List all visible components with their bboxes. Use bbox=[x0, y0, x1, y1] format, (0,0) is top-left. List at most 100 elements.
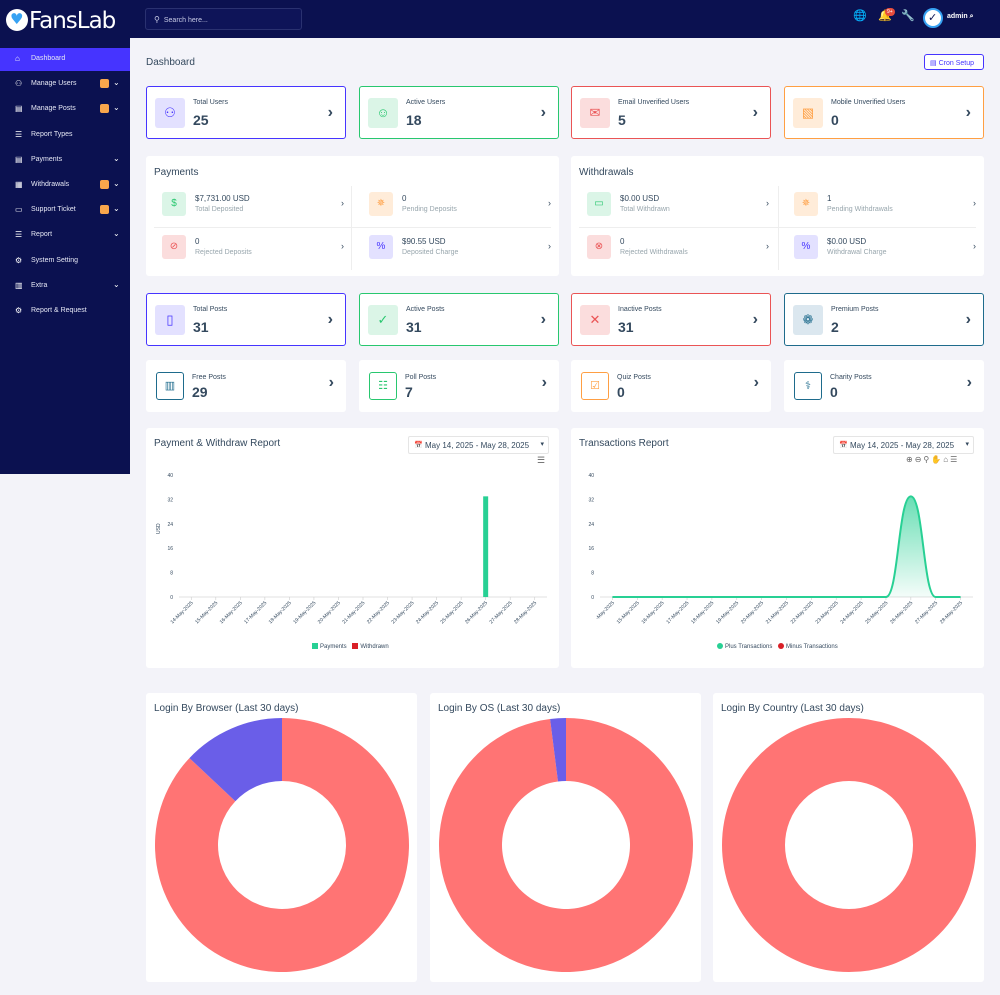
post-stats_small-card[interactable]: ⚕ Charity Posts 0 › bbox=[784, 360, 984, 412]
chevron-right-icon[interactable]: › bbox=[541, 374, 547, 391]
finance-item[interactable]: ✵ 1 Pending Withdrawals › bbox=[786, 186, 982, 228]
chevron-right-icon[interactable]: › bbox=[973, 198, 976, 208]
legend-payments[interactable]: Payments bbox=[320, 644, 347, 650]
post-stats_small-card[interactable]: ☷ Poll Posts 7 › bbox=[359, 360, 559, 412]
chevron-right-icon[interactable]: › bbox=[766, 198, 769, 208]
users-icon: ⚇ bbox=[15, 79, 23, 89]
x-tick-label: 26-May-2025 bbox=[889, 600, 914, 625]
payment-date-range-picker[interactable]: 📅 May 14, 2025 - May 28, 2025 ▾ bbox=[408, 436, 549, 454]
sidebar-item-label: Report Types bbox=[31, 130, 73, 138]
sidebar-item-report-types[interactable]: ☰ Report Types bbox=[0, 124, 130, 147]
donut-slice[interactable] bbox=[438, 718, 693, 972]
chevron-right-icon[interactable]: › bbox=[540, 104, 546, 121]
donut-slice[interactable] bbox=[154, 718, 409, 972]
sidebar-item-extra[interactable]: ▥ Extra ⌄ bbox=[0, 275, 130, 298]
stat-label: Premium Posts bbox=[831, 306, 879, 313]
legend-minus[interactable]: Minus Transactions bbox=[786, 644, 838, 650]
menu-icon[interactable]: ☰ bbox=[537, 455, 546, 465]
sidebar-item-report[interactable]: ☰ Report ⌄ bbox=[0, 224, 130, 247]
bar-payments[interactable] bbox=[483, 496, 489, 597]
user-stats-card[interactable]: ⚇ Total Users 25 › bbox=[146, 86, 346, 139]
chevron-right-icon[interactable]: › bbox=[327, 311, 333, 328]
wrench-icon[interactable]: 🔧 bbox=[901, 10, 915, 22]
finance-item[interactable]: ⊗ 0 Rejected Withdrawals › bbox=[579, 229, 775, 271]
percent-icon: % bbox=[794, 235, 818, 259]
calendar-icon: 📅 bbox=[839, 442, 848, 449]
user-stats-card[interactable]: ☺ Active Users 18 › bbox=[359, 86, 559, 139]
post-stats_small-card[interactable]: ▥ Free Posts 29 › bbox=[146, 360, 346, 412]
legend-withdrawn[interactable]: Withdrawn bbox=[360, 644, 389, 650]
sidebar-item-label: Dashboard bbox=[31, 55, 66, 62]
chevron-right-icon[interactable]: › bbox=[548, 198, 551, 208]
chevron-right-icon[interactable]: › bbox=[328, 374, 334, 391]
sidebar-item-system-setting[interactable]: ⚙ System Setting bbox=[0, 250, 130, 273]
pan-hand-icon[interactable]: ✋ bbox=[931, 455, 944, 464]
donut-slice[interactable] bbox=[189, 718, 282, 802]
finance-item[interactable]: ✵ 0 Pending Deposits › bbox=[361, 186, 557, 228]
line-plus-transactions[interactable] bbox=[612, 495, 961, 598]
cron-label: Cron Setup bbox=[938, 60, 974, 67]
sidebar-item-manage-posts[interactable]: ▤ Manage Posts ⌄ bbox=[0, 98, 130, 121]
menu-icon[interactable]: ☰ bbox=[950, 455, 960, 464]
user-stats-card[interactable]: ✉ Email Unverified Users 5 › bbox=[571, 86, 771, 139]
search-input[interactable]: ⚲ Search here... bbox=[145, 8, 302, 30]
stat-label: Active Users bbox=[406, 99, 446, 106]
x-tick-label: 24-May-2025 bbox=[839, 600, 864, 625]
chevron-right-icon[interactable]: › bbox=[753, 374, 759, 391]
donut-slice[interactable] bbox=[722, 718, 976, 972]
y-tick-label: 8 bbox=[170, 571, 173, 577]
chevron-right-icon[interactable]: › bbox=[752, 104, 758, 121]
finance-item[interactable]: $ $7,731.00 USD Total Deposited › bbox=[154, 186, 350, 228]
donut-slice[interactable] bbox=[550, 718, 566, 782]
post-stats-card[interactable]: ✕ Inactive Posts 31 › bbox=[571, 293, 771, 346]
finance-item[interactable]: % $0.00 USD Withdrawal Charge › bbox=[786, 229, 982, 271]
chevron-right-icon[interactable]: › bbox=[752, 311, 758, 328]
chevron-right-icon[interactable]: › bbox=[973, 241, 976, 251]
cron-setup-button[interactable]: ▤ Cron Setup bbox=[924, 54, 984, 70]
chevron-right-icon[interactable]: › bbox=[965, 311, 971, 328]
post-stats_small-card[interactable]: ☑ Quiz Posts 0 › bbox=[571, 360, 771, 412]
magnify-icon[interactable]: ⚲ bbox=[923, 455, 932, 464]
reset-home-icon[interactable]: ⌂ bbox=[943, 455, 951, 464]
chevron-right-icon[interactable]: › bbox=[548, 241, 551, 251]
cron-icon: ▤ bbox=[930, 60, 937, 67]
check-square-icon: ☑ bbox=[581, 372, 609, 400]
legend-plus[interactable]: Plus Transactions bbox=[725, 644, 773, 650]
finance-item[interactable]: % $90.55 USD Deposited Charge › bbox=[361, 229, 557, 271]
sidebar-item-support-ticket[interactable]: ▭ Support Ticket ⌄ bbox=[0, 199, 130, 222]
x-tick-label: 22-May-2025 bbox=[790, 600, 815, 625]
charity-icon: ⚕ bbox=[794, 372, 822, 400]
post-stats-card[interactable]: ✓ Active Posts 31 › bbox=[359, 293, 559, 346]
chevron-right-icon[interactable]: › bbox=[965, 104, 971, 121]
sidebar-item-dashboard[interactable]: ⌂ Dashboard bbox=[0, 48, 130, 71]
bug-icon: ⚙ bbox=[15, 306, 23, 315]
sidebar-item-manage-users[interactable]: ⚇ Manage Users ⌄ bbox=[0, 73, 130, 96]
user-stats-card[interactable]: ▧ Mobile Unverified Users 0 › bbox=[784, 86, 984, 139]
chevron-right-icon[interactable]: › bbox=[766, 241, 769, 251]
zoom-in-icon[interactable]: ⊕ bbox=[906, 455, 915, 464]
globe-icon[interactable]: 🌐 bbox=[853, 10, 867, 22]
sidebar-item-label: System Setting bbox=[31, 256, 79, 264]
sidebar-item-report-request[interactable]: ⚙ Report & Request bbox=[0, 300, 130, 323]
withdrawals-card: Withdrawals ▭ $0.00 USD Total Withdrawn › ✵ 1… bbox=[571, 156, 984, 276]
post-stats-card[interactable]: ▯ Total Posts 31 › bbox=[146, 293, 346, 346]
app-logo[interactable]: FansLab bbox=[6, 8, 130, 36]
sidebar-item-payments[interactable]: ▤ Payments ⌄ bbox=[0, 149, 130, 172]
stat-value: 18 bbox=[406, 112, 422, 128]
chevron-right-icon[interactable]: › bbox=[327, 104, 333, 121]
zoom-out-icon[interactable]: ⊖ bbox=[914, 455, 924, 464]
user-name[interactable]: admin ⌕ bbox=[947, 13, 974, 20]
chevron-right-icon[interactable]: › bbox=[540, 311, 546, 328]
avatar[interactable] bbox=[923, 8, 943, 28]
tx-date-range-picker[interactable]: 📅 May 14, 2025 - May 28, 2025 ▾ bbox=[833, 436, 974, 454]
topbar: FansLab ⚲Search here... 🌐 🔔 9+ 🔧 admin ⌕ bbox=[0, 0, 1000, 38]
chevron-right-icon[interactable]: › bbox=[341, 198, 344, 208]
chevron-right-icon[interactable]: › bbox=[341, 241, 344, 251]
finance-item[interactable]: ⊘ 0 Rejected Deposits › bbox=[154, 229, 350, 271]
post-stats-card[interactable]: ❁ Premium Posts 2 › bbox=[784, 293, 984, 346]
x-tick-label: 23-May-2025 bbox=[815, 600, 840, 625]
chevron-right-icon[interactable]: › bbox=[966, 374, 972, 391]
sidebar-item-withdrawals[interactable]: ▦ Withdrawals ⌄ bbox=[0, 174, 130, 197]
finance-item[interactable]: ▭ $0.00 USD Total Withdrawn › bbox=[579, 186, 775, 228]
x-tick-label: 24-May-2025 bbox=[415, 600, 440, 625]
